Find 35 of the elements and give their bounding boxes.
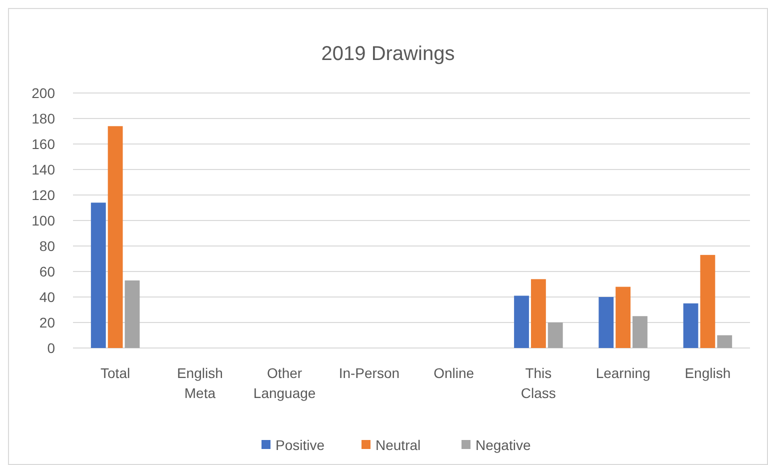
bar: [700, 254, 716, 348]
bar: [124, 280, 140, 348]
y-tick-label: 120: [32, 186, 56, 203]
bar: [632, 316, 648, 348]
x-tick-label: Other Language: [253, 365, 316, 401]
x-tick-label: English: [684, 365, 731, 381]
y-tick-label: 100: [32, 212, 56, 228]
bar: [598, 297, 614, 348]
x-tick-label: Online: [434, 365, 474, 381]
chart-title: 2019 Drawings: [321, 43, 455, 65]
x-tick-label: English Meta: [176, 365, 223, 401]
y-tick-label: 80: [39, 238, 56, 254]
bar: [108, 126, 123, 348]
y-tick-label: 180: [32, 110, 56, 126]
bar: [90, 202, 106, 348]
legend-label: Positive: [276, 436, 325, 453]
y-tick-label: 160: [32, 136, 56, 152]
bar: [514, 296, 529, 348]
bar: [616, 286, 631, 348]
bar: [548, 322, 563, 348]
x-tick-label: This Class: [520, 365, 556, 401]
y-tick-label: 140: [32, 161, 56, 178]
legend-label: Neutral: [376, 436, 421, 453]
y-tick-label: 0: [47, 340, 56, 356]
y-tick-label: 20: [39, 314, 56, 330]
legend-label: Negative: [476, 436, 531, 453]
bar: [530, 279, 546, 348]
y-tick-label: 60: [39, 263, 56, 280]
bar: [717, 335, 732, 348]
bar: [683, 303, 698, 348]
y-tick-label: 200: [32, 84, 56, 101]
x-tick-label: In-Person: [338, 365, 400, 381]
x-tick-label: Total: [100, 365, 130, 381]
y-tick-label: 40: [39, 288, 56, 305]
x-tick-label: Learning: [596, 365, 650, 381]
